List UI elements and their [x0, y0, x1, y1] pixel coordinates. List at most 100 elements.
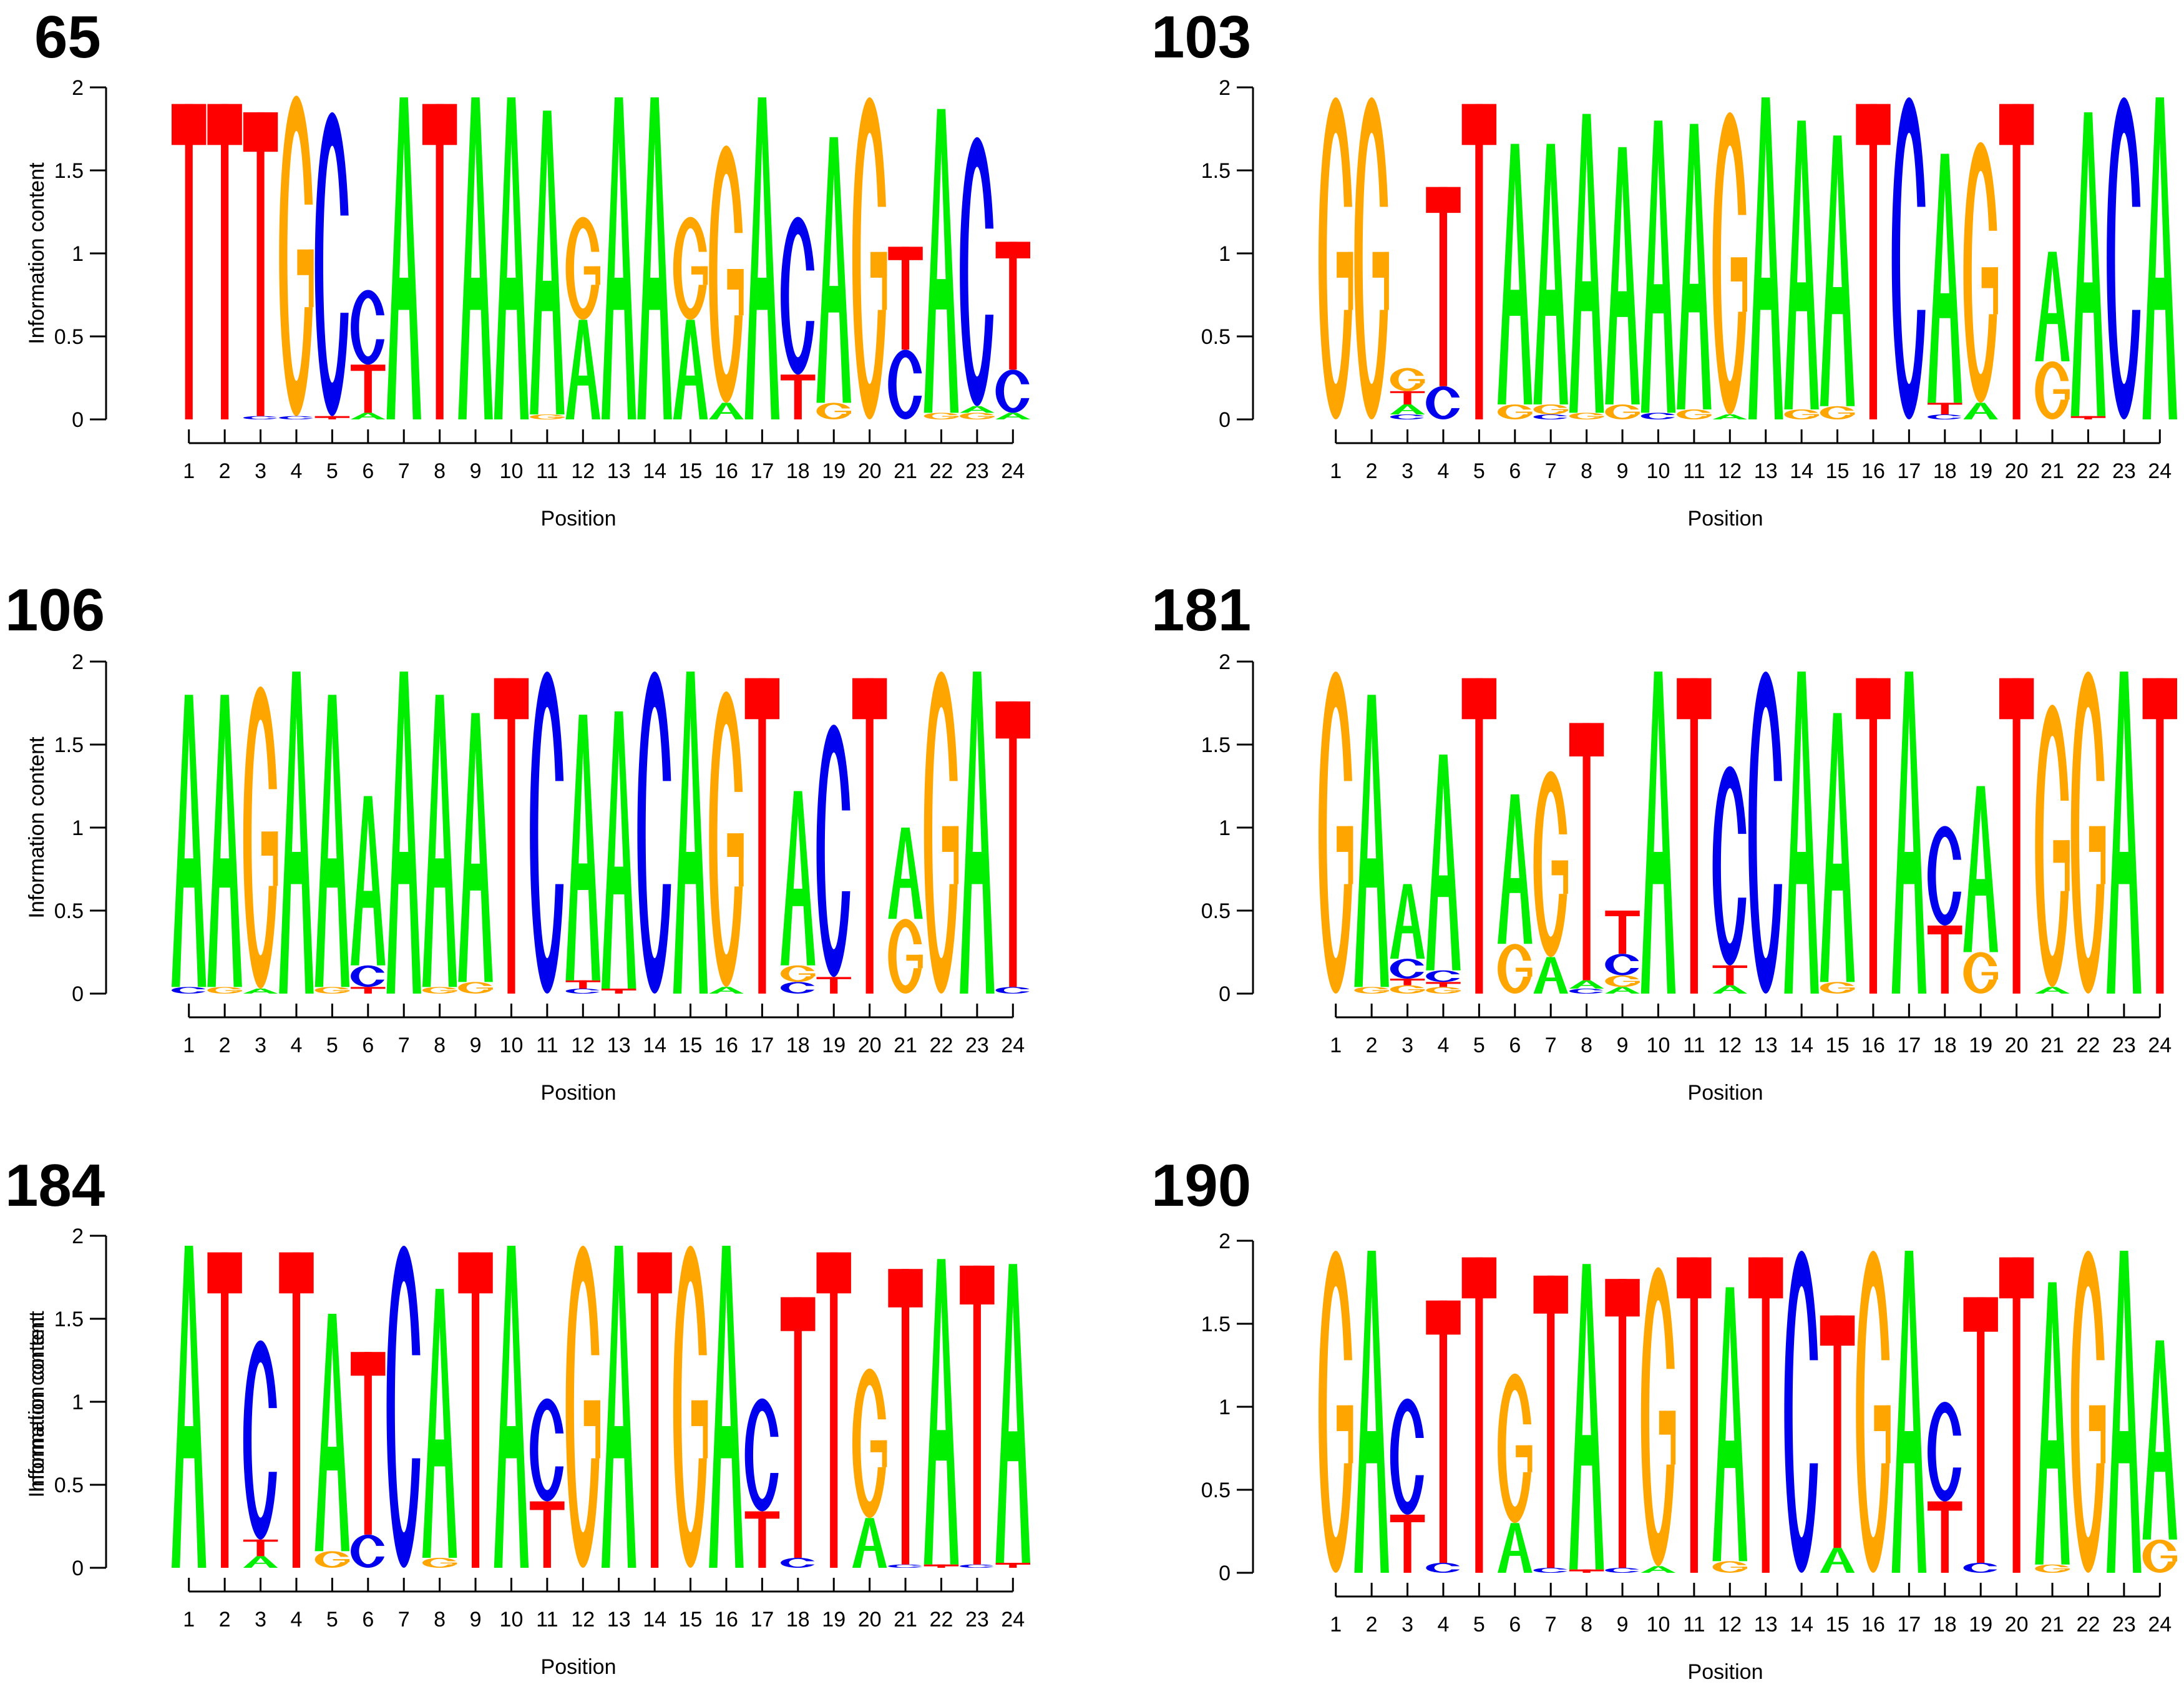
x-tick-label: 7	[398, 1034, 410, 1057]
logo-letter-G	[781, 965, 816, 982]
x-tick-label: 7	[1545, 459, 1557, 483]
logo-letter-A	[2035, 252, 2070, 361]
x-tick-label: 13	[1754, 1034, 1778, 1057]
logo-stack	[1498, 144, 1533, 420]
logo-stack	[673, 1245, 709, 1568]
logo-letter-T	[1677, 1257, 1712, 1573]
logo-letter-C	[565, 989, 602, 994]
x-tick-label: 8	[434, 1034, 446, 1057]
x-axis-label: Position	[541, 1081, 617, 1105]
logo-letter-G	[1319, 97, 1354, 419]
logo-letter-A	[1820, 713, 1855, 982]
logo-stack	[816, 137, 852, 419]
y-axis-label: Information content	[25, 736, 49, 919]
logo-stack	[1999, 678, 2034, 994]
logo-stack	[673, 217, 709, 419]
logo-letter-A	[2107, 1250, 2142, 1573]
x-tick-label: 1	[1330, 1034, 1342, 1057]
x-tick-label: 17	[1897, 1034, 1921, 1057]
x-tick-label: 4	[1437, 1034, 1449, 1057]
logo-stack	[888, 247, 924, 419]
logo-stack	[314, 112, 351, 419]
logo-letter-C	[637, 671, 673, 994]
logo-stack	[744, 1398, 781, 1568]
logo-letter-T	[1605, 911, 1640, 954]
logo-stack	[207, 104, 242, 419]
x-tick-label: 20	[858, 1034, 882, 1057]
y-tick-label: 2	[72, 650, 84, 674]
y-tick-label: 0	[1219, 982, 1231, 1006]
logo-stack	[207, 695, 243, 994]
x-tick-label: 20	[2005, 1613, 2029, 1636]
x-tick-label: 16	[1861, 459, 1885, 483]
logo-letter-T	[1426, 982, 1461, 987]
x-tick-label: 6	[362, 1034, 374, 1057]
logo-stack	[565, 217, 602, 419]
logo-letter-C	[995, 987, 1031, 994]
x-tick-label: 22	[930, 459, 953, 483]
logo-stack	[995, 701, 1031, 994]
logo-letter-C	[816, 725, 852, 977]
logo-letter-C	[1533, 1568, 1569, 1573]
logo-stack	[602, 1245, 636, 1568]
logo-letter-A	[995, 1264, 1030, 1563]
logo-stack	[2035, 705, 2071, 994]
logo-letter-C	[351, 1534, 386, 1568]
logo-stack	[673, 671, 708, 994]
y-tick-label: 1.5	[54, 1308, 84, 1331]
logo-letter-A	[494, 1245, 529, 1568]
logo-stack	[1426, 1300, 1462, 1573]
x-tick-label: 6	[362, 1608, 374, 1631]
logo-stack	[351, 290, 386, 419]
x-tick-label: 10	[1647, 1034, 1670, 1057]
logo-letter-T	[852, 678, 887, 994]
x-tick-label: 24	[1001, 1608, 1025, 1631]
logo-stack	[1856, 104, 1891, 419]
x-tick-label: 21	[2040, 1034, 2064, 1057]
x-tick-label: 12	[571, 1608, 595, 1631]
logo-letter-A	[709, 1245, 744, 1568]
logo-letter-T	[816, 977, 851, 994]
logo-letter-A	[1498, 144, 1533, 405]
logo-letter-C	[1748, 671, 1784, 994]
y-tick-label: 1.5	[54, 733, 84, 757]
logo-stack	[386, 671, 421, 994]
logo-stack	[1533, 1275, 1569, 1573]
x-tick-label: 22	[2077, 1034, 2100, 1057]
logo-letter-T	[744, 1511, 780, 1568]
logo-letter-C	[530, 671, 565, 994]
logo-letter-A	[1354, 695, 1389, 987]
logo-letter-G	[1963, 952, 1999, 994]
logo-letter-G	[314, 987, 351, 994]
logo-stack	[2107, 1250, 2142, 1573]
logo-stack	[1354, 97, 1390, 419]
logo-letter-T	[1963, 1297, 1998, 1563]
x-tick-label: 14	[643, 1034, 666, 1057]
x-tick-label: 23	[965, 1608, 989, 1631]
logo-letter-A	[781, 791, 816, 966]
logo-letter-A	[852, 1518, 887, 1568]
x-tick-label: 13	[1754, 459, 1778, 483]
logo-stack	[243, 112, 279, 420]
logo-letter-G	[1498, 1373, 1533, 1523]
logo-stack	[816, 1252, 851, 1568]
logo-letter-T	[1461, 1257, 1497, 1573]
logo-letter-T	[1748, 1257, 1783, 1573]
logo-stack	[852, 97, 888, 419]
x-tick-label: 18	[1933, 1034, 1957, 1057]
logo-stack	[744, 97, 780, 419]
logo-letter-G	[960, 413, 995, 419]
x-tick-label: 17	[750, 1034, 774, 1057]
x-tick-label: 18	[786, 1608, 810, 1631]
logo-stack	[565, 1245, 602, 1568]
x-tick-label: 11	[1683, 459, 1705, 483]
x-tick-label: 14	[643, 459, 666, 483]
logo-letter-A	[1390, 404, 1425, 415]
logo-letter-T	[960, 1265, 995, 1565]
logo-letter-C	[1533, 414, 1569, 419]
logo-letter-C	[1963, 1563, 1999, 1573]
x-tick-label: 15	[679, 1034, 703, 1057]
logo-stack	[1569, 1264, 1604, 1573]
logo-stack	[172, 1245, 207, 1568]
logo-stack	[888, 1269, 924, 1568]
